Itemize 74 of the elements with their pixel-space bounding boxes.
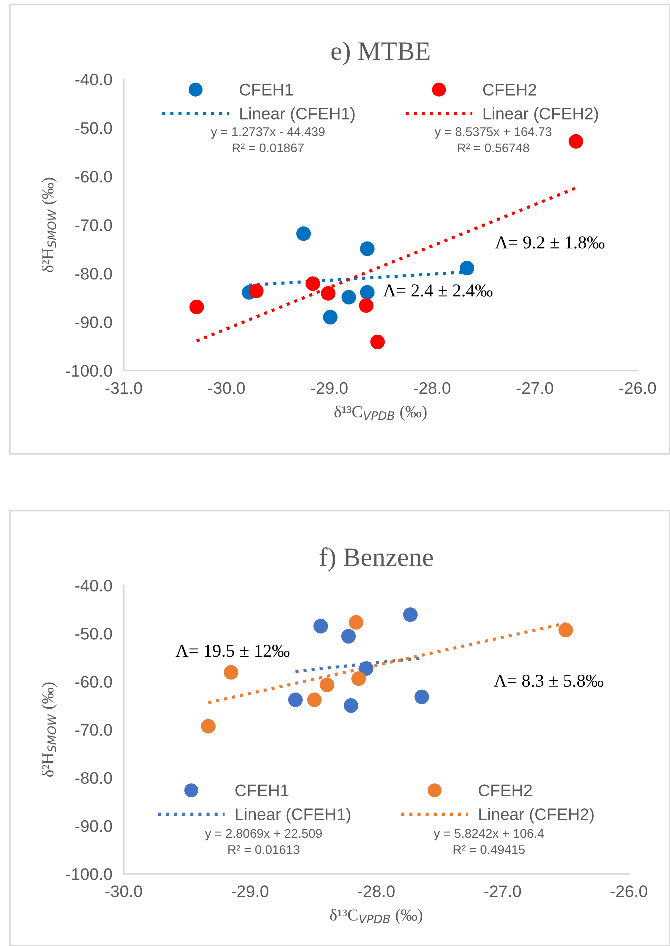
annotation: Λ= 8.3 ± 5.8‰ [494, 674, 604, 688]
point [360, 285, 375, 300]
annotation: y = 5.8242x + 106.4 R² = 0.49415 [434, 829, 544, 854]
x-axis-title: δ¹³C$_{VPDB}$ (‰) [334, 406, 427, 422]
x-tick-label: -27.0 [516, 382, 554, 394]
chart-title: f) Benzene [320, 548, 434, 572]
point [359, 661, 374, 676]
legend-label: CFEH2 [479, 784, 532, 797]
point [341, 629, 356, 644]
annotation: y = 2.8069x + 22.509 R² = 0.01613 [205, 829, 322, 854]
point [360, 242, 375, 256]
annotation: y = 1.2737x - 44.439 R² = 0.01867 [211, 128, 325, 153]
point [307, 692, 322, 708]
y-tick-label: -70.0 [76, 724, 112, 736]
x-tick-label: -29.0 [232, 886, 269, 898]
chart-title: e) MTBE [332, 42, 430, 66]
point [460, 261, 475, 276]
y-tick-label: -100.0 [66, 868, 112, 880]
y-tick-label: -60.0 [76, 170, 112, 183]
y-axis-title: δ²H$_{SMOW}$ (‰) [42, 178, 58, 272]
y-tick-label: -70.0 [76, 220, 112, 232]
y-tick-label: -60.0 [76, 676, 112, 688]
y-axis-title: δ²H$_{SMOW}$ (‰) [42, 682, 58, 778]
y-tick-label: -100.0 [66, 365, 112, 378]
point [249, 284, 264, 298]
x-tick-label: -29.0 [311, 382, 348, 394]
point [403, 608, 418, 622]
point [344, 698, 359, 714]
x-tick-label: -28.0 [358, 886, 395, 898]
x-tick-label: -26.0 [620, 382, 656, 394]
point [288, 692, 303, 708]
point [342, 290, 356, 305]
y-tick-label: -50.0 [76, 628, 112, 640]
point [370, 334, 386, 350]
legend-label: Linear (CFEH2) [484, 108, 598, 124]
point [314, 619, 328, 634]
legend-label: Linear (CFEH1) [236, 808, 351, 824]
x-tick-label: -31.0 [106, 382, 142, 394]
point [349, 615, 364, 630]
x-tick-label: -27.0 [484, 886, 522, 898]
point [321, 286, 336, 301]
point [414, 690, 430, 704]
y-tick-label: -80.0 [76, 268, 112, 280]
point [359, 298, 374, 314]
y-tick-label: -90.0 [76, 820, 112, 832]
point [568, 134, 584, 149]
point [320, 678, 335, 692]
annotation: Λ= 2.4 ± 2.4‰ [383, 284, 493, 297]
y-tick-label: -40.0 [76, 580, 112, 592]
legend-label: CFEH2 [483, 84, 536, 96]
legend-label: Linear (CFEH2) [480, 808, 594, 824]
point [201, 719, 216, 734]
y-tick-label: -90.0 [76, 316, 112, 328]
y-tick-label: -80.0 [76, 772, 112, 784]
legend-label: Linear (CFEH1) [240, 108, 355, 124]
x-axis-title: δ¹³C$_{VPDB}$ (‰) [330, 909, 422, 924]
legend-label: CFEH1 [240, 84, 294, 96]
legend-label: CFEH1 [236, 784, 289, 797]
annotation: y = 8.5375x + 164.73 R² = 0.56748 [434, 128, 552, 153]
annotation: Λ= 9.2 ± 1.8‰ [495, 236, 605, 249]
y-tick-label: -50.0 [76, 122, 112, 134]
annotation: Λ= 19.5 ± 12‰ [176, 644, 290, 658]
point [306, 276, 320, 292]
x-tick-label: -30.0 [208, 382, 246, 394]
point [323, 310, 338, 325]
y-tick-label: -40.0 [76, 74, 112, 86]
point [224, 665, 239, 680]
point [352, 672, 366, 686]
point [296, 226, 312, 242]
point [558, 623, 574, 638]
point [190, 300, 204, 314]
x-tick-label: -26.0 [610, 886, 648, 898]
x-tick-label: -28.0 [414, 382, 451, 394]
x-tick-label: -30.0 [106, 886, 142, 898]
